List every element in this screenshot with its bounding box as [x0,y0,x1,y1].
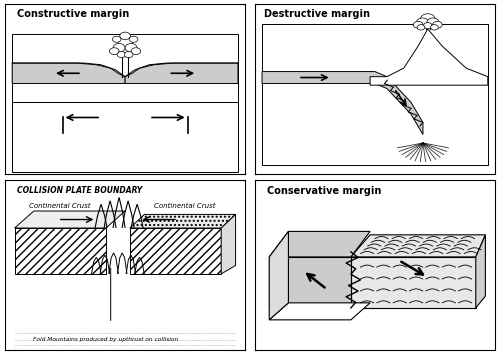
Polygon shape [370,29,488,85]
Polygon shape [269,303,370,320]
Text: COLLISION PLATE BOUNDARY: COLLISION PLATE BOUNDARY [17,185,142,194]
Circle shape [430,25,438,30]
Circle shape [416,18,428,27]
Polygon shape [130,228,221,274]
Circle shape [112,36,121,42]
Circle shape [414,21,423,28]
Circle shape [124,51,133,58]
Polygon shape [351,235,486,257]
Circle shape [424,23,432,29]
Circle shape [110,48,119,55]
Polygon shape [130,215,236,228]
Polygon shape [14,228,106,274]
Polygon shape [269,232,370,257]
Circle shape [117,51,126,58]
Text: Fold Mountains produced by upthrust on collision: Fold Mountains produced by upthrust on c… [34,337,178,342]
Text: Constructive margin: Constructive margin [17,8,130,19]
Polygon shape [14,211,125,228]
Text: Conservative margin: Conservative margin [267,185,381,195]
Polygon shape [221,215,236,274]
Text: Continental Crust: Continental Crust [29,202,90,209]
Polygon shape [269,257,351,308]
Circle shape [420,14,435,24]
Circle shape [129,36,138,42]
Text: Continental Crust: Continental Crust [154,202,216,209]
Bar [262,24,488,165]
Circle shape [427,18,439,27]
Polygon shape [351,257,476,308]
Circle shape [118,38,132,48]
Polygon shape [476,235,486,308]
Circle shape [417,25,425,30]
Bar [12,102,238,172]
Bar [12,34,238,102]
Polygon shape [125,63,238,84]
Circle shape [120,32,130,40]
Circle shape [131,48,140,55]
Polygon shape [12,63,125,84]
Circle shape [125,44,137,52]
Circle shape [432,21,442,28]
Polygon shape [269,232,288,320]
Polygon shape [262,72,423,135]
Circle shape [113,44,125,52]
Text: Destructive margin: Destructive margin [264,8,370,19]
